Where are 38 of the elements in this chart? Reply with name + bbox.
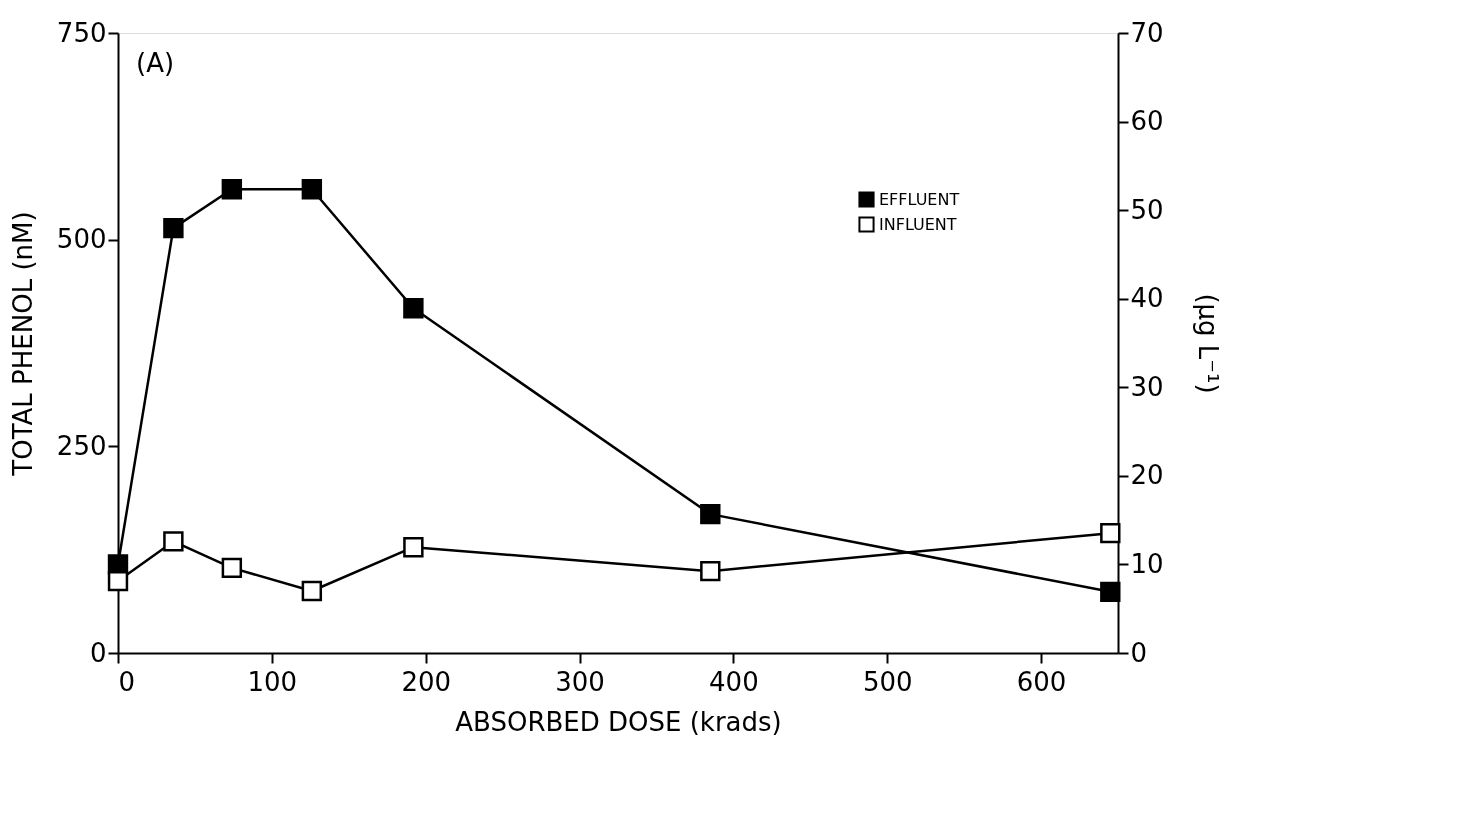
y-axis-title: TOTAL PHENOL (nM) bbox=[7, 211, 38, 477]
point bbox=[301, 580, 323, 602]
point bbox=[700, 503, 721, 525]
x-tick-label: 300 bbox=[555, 666, 605, 697]
point bbox=[107, 570, 129, 592]
point bbox=[403, 536, 424, 558]
y2-tick-label: 0 bbox=[1130, 637, 1148, 668]
point bbox=[221, 179, 243, 200]
x-tick-label: 100 bbox=[247, 666, 298, 697]
point bbox=[163, 531, 184, 552]
x-tick-label: 600 bbox=[1016, 666, 1067, 697]
point bbox=[163, 217, 184, 239]
y-tick-label: 500 bbox=[56, 224, 107, 255]
point bbox=[1100, 581, 1121, 603]
y2-tick-label: 70 bbox=[1130, 17, 1164, 48]
annotation: (A) bbox=[136, 48, 175, 78]
x-tick-label: 200 bbox=[401, 666, 452, 697]
y-tick-label: 250 bbox=[56, 430, 107, 461]
y-tick-label: 750 bbox=[56, 17, 107, 48]
point bbox=[221, 557, 243, 579]
y2-tick-label: 60 bbox=[1130, 106, 1164, 137]
legend-label: INFLUENT bbox=[879, 214, 957, 234]
legend-label: EFFLUENT bbox=[879, 189, 960, 209]
point bbox=[403, 298, 424, 319]
point bbox=[700, 560, 721, 582]
y2-tick-label: 40 bbox=[1130, 283, 1164, 314]
x-tick-label: 400 bbox=[709, 666, 759, 697]
y2-tick-label: 50 bbox=[1130, 194, 1164, 225]
point bbox=[1100, 522, 1121, 544]
y2-tick-label: 20 bbox=[1130, 460, 1164, 491]
y2-axis-title: (µg L⁻¹) bbox=[1192, 293, 1223, 394]
x-axis-title: ABSORBED DOSE (krads) bbox=[455, 706, 782, 737]
x-tick-label: 0 bbox=[118, 666, 136, 697]
y2-tick-label: 30 bbox=[1130, 371, 1164, 402]
y2-tick-label: 10 bbox=[1130, 548, 1164, 579]
y-tick-label: 0 bbox=[89, 637, 107, 668]
point bbox=[301, 179, 323, 200]
x-tick-label: 500 bbox=[862, 666, 913, 697]
